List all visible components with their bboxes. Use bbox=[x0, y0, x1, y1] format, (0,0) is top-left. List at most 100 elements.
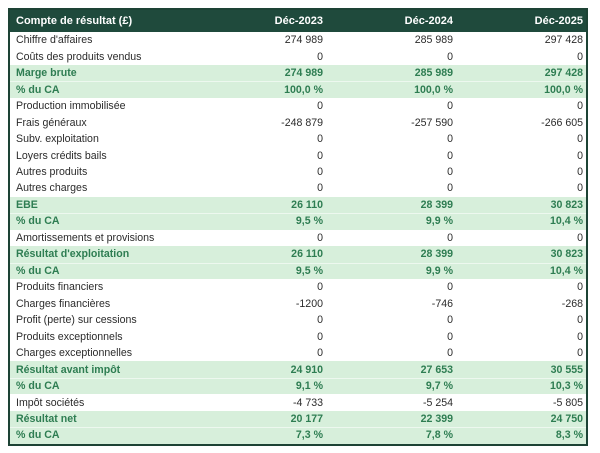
row-value: 0 bbox=[317, 330, 323, 343]
row-value: 0 bbox=[577, 347, 583, 360]
row-value: 28 399 bbox=[420, 198, 453, 211]
table-row: % du CA 7,3 % 7,8 % 8,3 % bbox=[10, 427, 586, 444]
row-value: -266 605 bbox=[541, 116, 583, 129]
row-value: 26 110 bbox=[291, 248, 323, 261]
table-row: Loyers crédits bails 0 0 0 bbox=[10, 147, 586, 164]
row-label: Impôt sociétés bbox=[16, 396, 85, 409]
row-value: 20 177 bbox=[290, 413, 323, 426]
row-value: 0 bbox=[577, 100, 583, 113]
row-value: 0 bbox=[317, 100, 323, 113]
row-value: 0 bbox=[447, 314, 453, 327]
row-label: Résultat net bbox=[16, 413, 77, 426]
row-value: 0 bbox=[447, 165, 453, 178]
row-label: Coûts des produits vendus bbox=[16, 50, 142, 63]
table-row: Profit (perte) sur cessions 0 0 0 bbox=[10, 311, 586, 329]
row-value: 0 bbox=[577, 50, 583, 63]
row-value: 0 bbox=[447, 100, 453, 113]
row-label: % du CA bbox=[16, 380, 60, 393]
row-label: Charges exceptionnelles bbox=[16, 347, 133, 360]
row-value: 274 989 bbox=[284, 34, 323, 47]
row-value: 7,3 % bbox=[295, 429, 323, 442]
row-value: 297 428 bbox=[544, 34, 583, 47]
row-value: 8,3 % bbox=[555, 429, 583, 442]
row-value: -5 254 bbox=[422, 396, 453, 409]
row-value: 0 bbox=[447, 182, 453, 195]
row-label: Autres charges bbox=[16, 182, 88, 195]
row-label: Loyers crédits bails bbox=[16, 149, 107, 162]
income-statement-table: Compte de résultat (£) Déc-2023 Déc-2024… bbox=[8, 8, 588, 446]
row-value: 0 bbox=[447, 231, 453, 244]
row-value: 30 823 bbox=[550, 248, 583, 261]
row-label: % du CA bbox=[16, 429, 60, 442]
table-row: EBE 26 110 28 399 30 823 bbox=[10, 196, 586, 214]
row-value: 274 989 bbox=[284, 67, 323, 80]
row-label: Production immobilisée bbox=[16, 100, 126, 113]
table-row: % du CA 9,5 % 9,9 % 10,4 % bbox=[10, 262, 586, 280]
table-header-row: Compte de résultat (£) Déc-2023 Déc-2024… bbox=[10, 10, 586, 32]
row-label: % du CA bbox=[16, 264, 60, 277]
row-value: 10,4 % bbox=[550, 215, 583, 228]
row-value: 285 989 bbox=[414, 34, 453, 47]
table-row: Impôt sociétés -4 733 -5 254 -5 805 bbox=[10, 394, 586, 411]
row-value: 0 bbox=[317, 165, 323, 178]
table-row: % du CA 9,5 % 9,9 % 10,4 % bbox=[10, 213, 586, 230]
row-label: % du CA bbox=[16, 83, 60, 96]
table-row: Charges exceptionnelles 0 0 0 bbox=[10, 344, 586, 362]
table-row: Autres charges 0 0 0 bbox=[10, 180, 586, 197]
row-label: Chiffre d'affaires bbox=[16, 34, 93, 47]
row-label: Charges financières bbox=[16, 297, 111, 310]
row-value: 28 399 bbox=[420, 248, 453, 261]
row-value: 100,0 % bbox=[544, 83, 583, 96]
row-value: 0 bbox=[447, 133, 453, 146]
row-value: 0 bbox=[577, 231, 583, 244]
row-label: Amortissements et provisions bbox=[16, 231, 155, 244]
table-row: Chiffre d'affaires 274 989 285 989 297 4… bbox=[10, 32, 586, 49]
row-value: 22 399 bbox=[420, 413, 453, 426]
row-value: 27 653 bbox=[420, 363, 453, 376]
row-label: Frais généraux bbox=[16, 116, 87, 129]
row-value: 0 bbox=[577, 165, 583, 178]
row-value: 0 bbox=[317, 314, 323, 327]
row-value: 30 823 bbox=[550, 198, 583, 211]
row-value: 297 428 bbox=[544, 67, 583, 80]
table-header-col-dec-2023: Déc-2023 bbox=[274, 15, 323, 27]
table-row: Charges financières -1200 -746 -268 bbox=[10, 295, 586, 312]
table-row: Résultat d'exploitation 26 110 28 399 30… bbox=[10, 246, 586, 263]
row-value: 0 bbox=[577, 330, 583, 343]
row-value: 285 989 bbox=[414, 67, 453, 80]
row-value: 0 bbox=[577, 149, 583, 162]
table-row: % du CA 100,0 % 100,0 % 100,0 % bbox=[10, 81, 586, 98]
row-value: 0 bbox=[317, 231, 323, 244]
row-value: 26 110 bbox=[291, 198, 323, 211]
row-label: Autres produits bbox=[16, 165, 88, 178]
table-row: Produits exceptionnels 0 0 0 bbox=[10, 328, 586, 345]
table-row: Subv. exploitation 0 0 0 bbox=[10, 130, 586, 148]
row-value: -248 879 bbox=[281, 116, 323, 129]
row-value: 9,5 % bbox=[295, 264, 323, 277]
table-row: Production immobilisée 0 0 0 bbox=[10, 97, 586, 115]
row-value: 0 bbox=[317, 347, 323, 360]
row-value: 9,9 % bbox=[425, 215, 453, 228]
table-row: Amortissements et provisions 0 0 0 bbox=[10, 229, 586, 247]
row-value: 9,1 % bbox=[295, 380, 323, 393]
row-label: Résultat d'exploitation bbox=[16, 248, 130, 261]
table-row: Autres produits 0 0 0 bbox=[10, 163, 586, 181]
table-row: Frais généraux -248 879 -257 590 -266 60… bbox=[10, 114, 586, 131]
table-row: Coûts des produits vendus 0 0 0 bbox=[10, 48, 586, 65]
table-body: Chiffre d'affaires 274 989 285 989 297 4… bbox=[10, 32, 586, 444]
row-value: 30 555 bbox=[550, 363, 583, 376]
row-value: 0 bbox=[447, 281, 453, 294]
table-row: Produits financiers 0 0 0 bbox=[10, 279, 586, 296]
row-label: Profit (perte) sur cessions bbox=[16, 314, 137, 327]
row-value: -5 805 bbox=[552, 396, 583, 409]
row-label: Marge brute bbox=[16, 67, 77, 80]
row-value: 24 750 bbox=[550, 413, 583, 426]
row-label: Produits exceptionnels bbox=[16, 330, 123, 343]
row-value: 0 bbox=[447, 149, 453, 162]
row-value: 0 bbox=[447, 347, 453, 360]
row-value: 0 bbox=[577, 281, 583, 294]
row-value: 0 bbox=[317, 182, 323, 195]
table-row: Résultat avant impôt 24 910 27 653 30 55… bbox=[10, 361, 586, 378]
row-value: 100,0 % bbox=[414, 83, 453, 96]
row-label: Résultat avant impôt bbox=[16, 363, 121, 376]
